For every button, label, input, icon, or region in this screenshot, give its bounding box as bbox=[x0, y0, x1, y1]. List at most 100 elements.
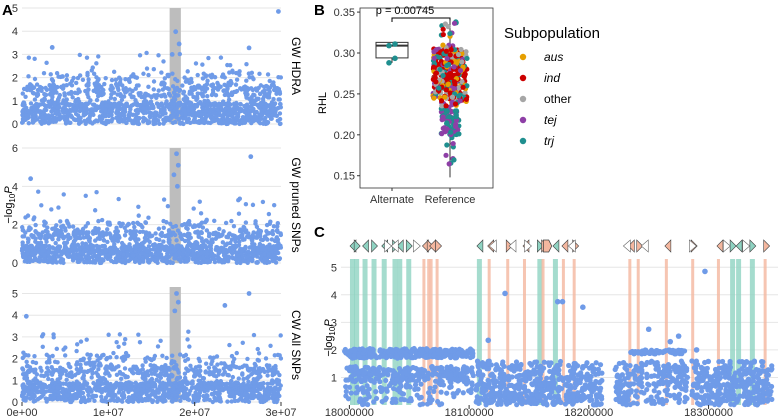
snp-point bbox=[94, 61, 99, 66]
snp-point bbox=[230, 382, 235, 388]
snp-point bbox=[80, 250, 86, 256]
snp-point bbox=[278, 232, 284, 238]
snp-point bbox=[150, 399, 155, 405]
gene-arrow bbox=[542, 239, 553, 253]
snp-point bbox=[223, 363, 228, 368]
peak-point bbox=[175, 183, 180, 189]
snp-point bbox=[175, 93, 181, 98]
panel-a-x-axis: 0e+00 1e+07 2e+07 3e+07 bbox=[7, 402, 296, 419]
snp-point bbox=[266, 113, 271, 119]
snp-point bbox=[128, 231, 133, 236]
snp-point bbox=[276, 387, 281, 393]
snp-point bbox=[85, 221, 91, 226]
significance-bracket bbox=[391, 17, 451, 22]
snp-point bbox=[40, 344, 45, 349]
snp-point bbox=[215, 390, 220, 395]
snp-point bbox=[185, 337, 190, 342]
y-tick-label: 0 bbox=[12, 397, 18, 409]
snp-point bbox=[123, 380, 129, 386]
snp-point bbox=[202, 83, 208, 88]
snp-point bbox=[128, 236, 133, 242]
snp-point bbox=[238, 382, 244, 388]
snp-point bbox=[94, 247, 100, 253]
snp-point bbox=[165, 115, 170, 120]
snp-point bbox=[217, 109, 222, 115]
snp-point bbox=[276, 240, 281, 246]
snp-point bbox=[186, 329, 191, 334]
snp-point bbox=[181, 97, 186, 102]
snp-point bbox=[190, 113, 195, 118]
snp-point bbox=[238, 86, 243, 91]
snp-point bbox=[55, 360, 60, 365]
snp-point bbox=[226, 389, 232, 395]
reference-point bbox=[444, 120, 450, 126]
highlight-region bbox=[169, 148, 181, 263]
snp-point bbox=[30, 90, 36, 96]
snp-point bbox=[161, 225, 166, 231]
snp-point bbox=[248, 257, 253, 263]
snp-point bbox=[197, 256, 203, 261]
snp-point bbox=[200, 93, 205, 98]
snp-point bbox=[116, 233, 121, 238]
snp-point bbox=[193, 396, 199, 401]
snp-point bbox=[185, 368, 191, 374]
snp-point bbox=[24, 395, 29, 401]
gene-arrow bbox=[636, 239, 644, 253]
snp-point bbox=[258, 369, 263, 374]
y-tick-label: 0.25 bbox=[334, 89, 355, 101]
snp-point bbox=[47, 117, 52, 123]
snp-point bbox=[164, 99, 169, 104]
snp-point bbox=[146, 84, 151, 90]
snp-point bbox=[56, 390, 62, 395]
snp-point bbox=[142, 110, 148, 115]
x-tick-label: 0e+00 bbox=[7, 407, 38, 419]
snp-point bbox=[45, 103, 51, 109]
snp-point bbox=[229, 399, 234, 404]
snp-point bbox=[31, 399, 37, 404]
snp-point bbox=[191, 253, 197, 258]
peak-point bbox=[174, 291, 179, 296]
snp-point bbox=[202, 243, 208, 249]
snp-point bbox=[86, 87, 91, 92]
y-tick-label: 0.30 bbox=[334, 48, 355, 60]
snp-point bbox=[267, 104, 272, 109]
snp-point bbox=[205, 78, 210, 84]
reference-point bbox=[447, 52, 453, 58]
snp-point bbox=[265, 381, 270, 386]
snp-point bbox=[35, 87, 41, 93]
snp-point bbox=[241, 258, 247, 264]
snp-point bbox=[47, 83, 52, 88]
snp-point bbox=[95, 381, 100, 386]
snp-point bbox=[236, 242, 242, 248]
snp-point bbox=[61, 347, 66, 352]
snp-point bbox=[156, 88, 161, 93]
snp-point bbox=[134, 241, 140, 247]
snp-point bbox=[69, 83, 75, 88]
snp-point bbox=[232, 104, 237, 109]
snp-point bbox=[212, 75, 218, 80]
snp-point bbox=[78, 339, 84, 344]
snp-point bbox=[47, 92, 53, 97]
snp-point bbox=[161, 59, 166, 64]
snp-point bbox=[203, 108, 209, 113]
snp-point bbox=[236, 198, 241, 203]
snp-point bbox=[64, 73, 70, 78]
snp-point bbox=[230, 70, 236, 75]
snp-point bbox=[224, 101, 229, 107]
snp-point bbox=[72, 228, 78, 233]
snp-point bbox=[125, 374, 130, 380]
snp-point bbox=[94, 243, 100, 249]
snp-point bbox=[59, 224, 64, 229]
snp-point bbox=[257, 233, 263, 239]
snp-point bbox=[181, 395, 187, 401]
snp-point bbox=[139, 241, 144, 246]
snp-point bbox=[230, 233, 235, 238]
snp-point bbox=[179, 245, 185, 250]
snp-point bbox=[148, 368, 154, 373]
snp-point bbox=[250, 380, 255, 385]
snp-point bbox=[254, 370, 259, 376]
snp-point bbox=[70, 381, 76, 386]
reference-point bbox=[447, 30, 453, 37]
snp-point bbox=[20, 91, 25, 96]
